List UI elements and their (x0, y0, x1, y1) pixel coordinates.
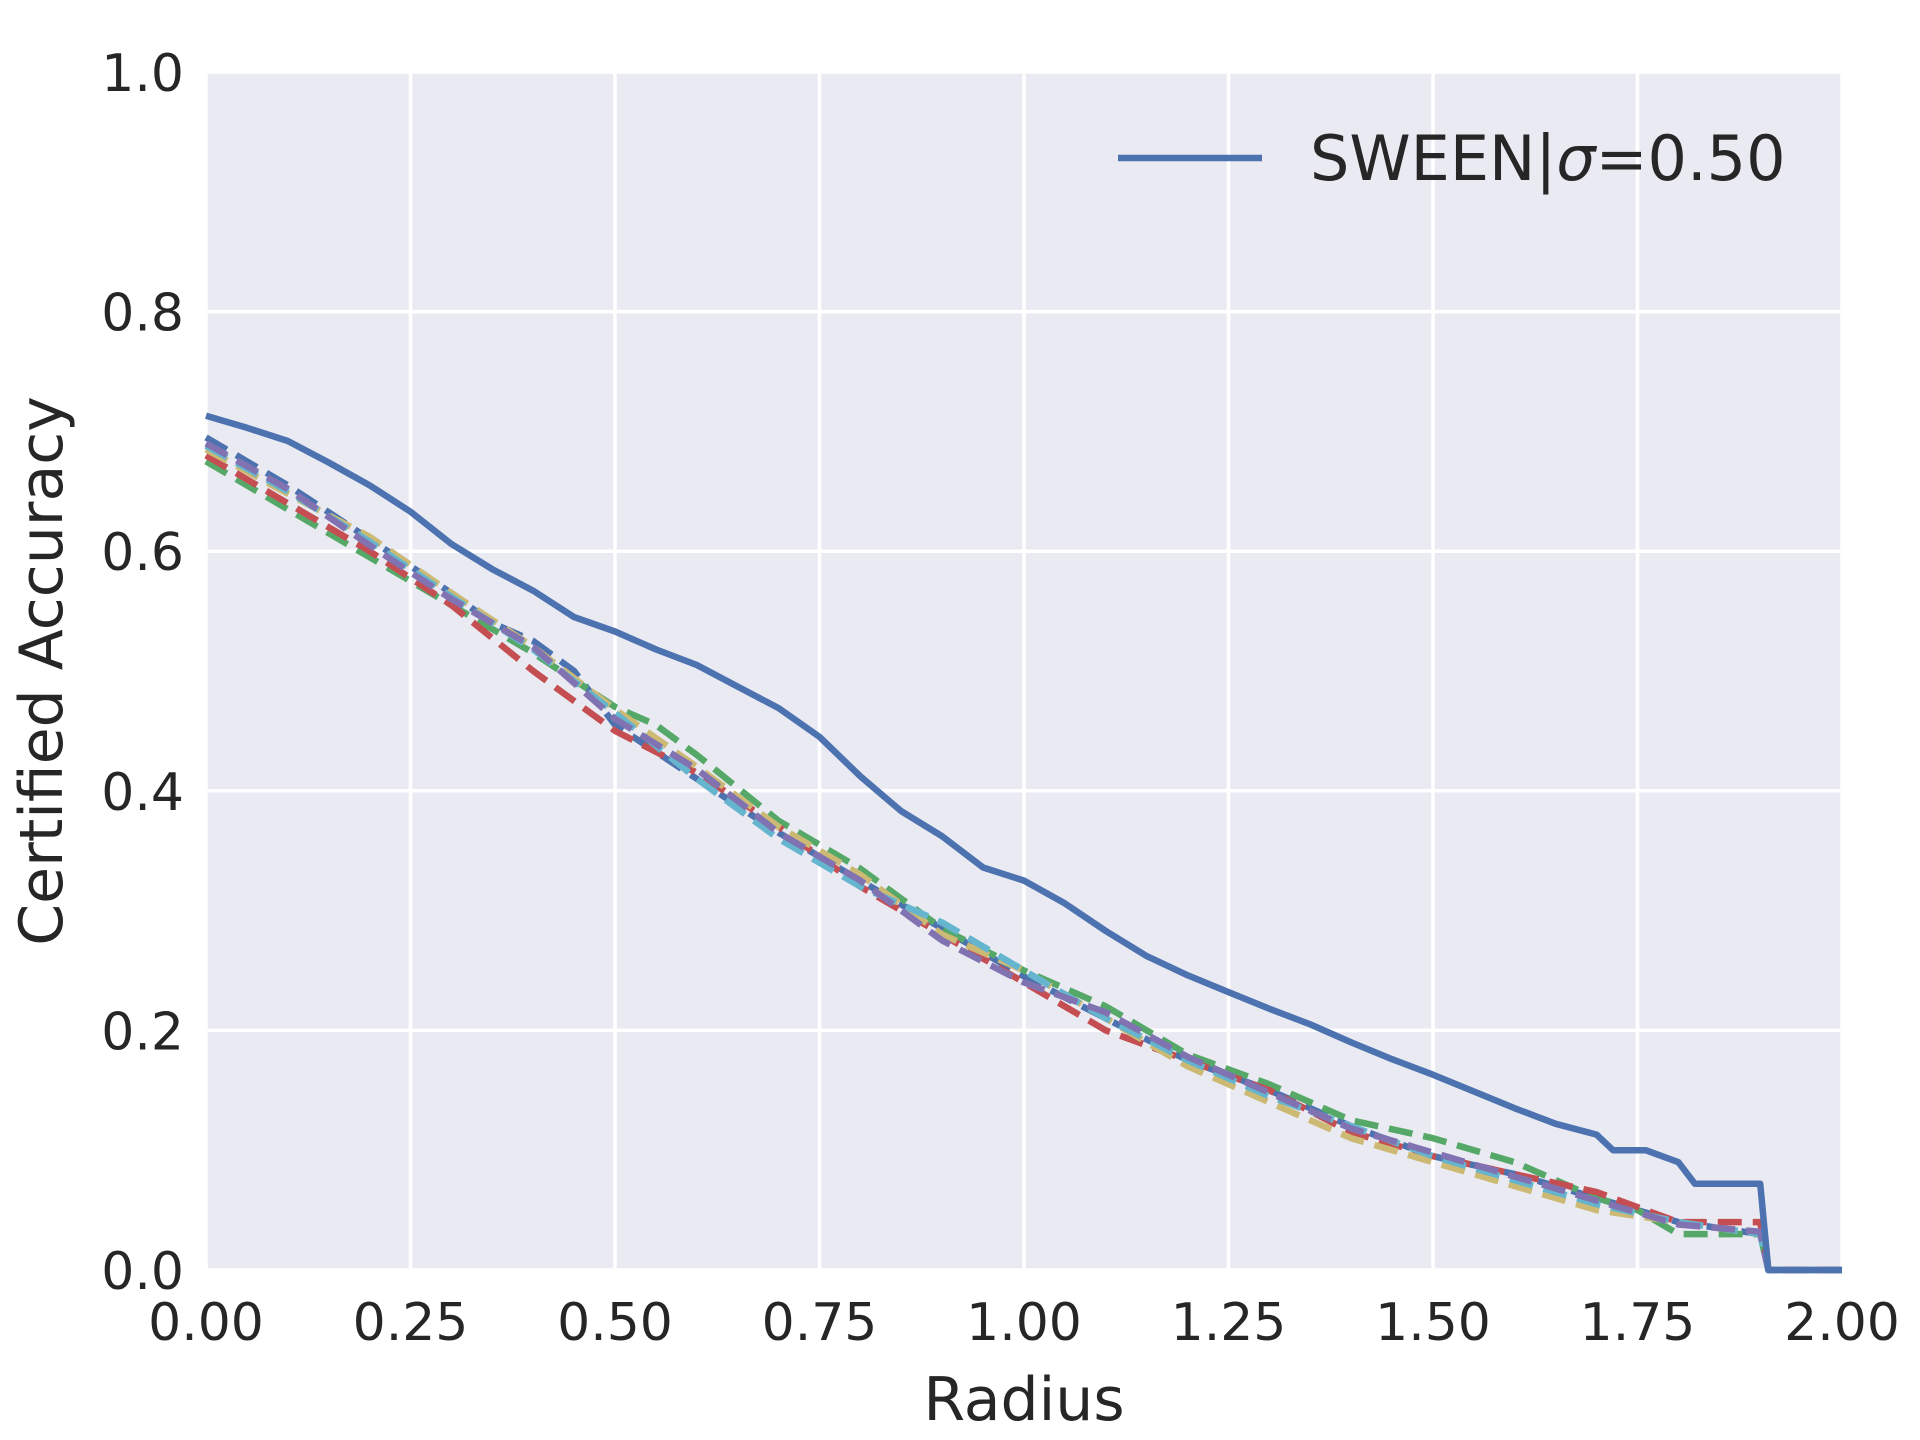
y-tick-labels: 0.0 0.2 0.4 0.6 0.8 1.0 (101, 44, 184, 1302)
x-tick-label-1: 0.25 (353, 1293, 469, 1353)
x-tick-label-7: 1.75 (1580, 1293, 1696, 1353)
series-line-dashed-green (204, 458, 1842, 1274)
x-axis-label: Radius (923, 1365, 1124, 1435)
x-tick-label-4: 1.00 (966, 1293, 1082, 1353)
x-tick-label-0: 0.00 (148, 1293, 264, 1353)
x-tick-label-2: 0.50 (557, 1293, 673, 1353)
series-lines (204, 412, 1842, 1274)
series-line-dashed-purple (204, 440, 1842, 1274)
y-tick-label-4: 0.8 (101, 284, 184, 344)
legend: SWEEN|σ=0.50 (1118, 122, 1786, 196)
y-tick-label-0: 0.0 (101, 1242, 184, 1302)
y-axis-label: Certified Accuracy (7, 396, 77, 945)
grid-lines (204, 70, 1844, 1272)
y-tick-label-3: 0.6 (101, 523, 184, 583)
y-tick-label-1: 0.2 (101, 1002, 184, 1062)
series-line-dashed-red (204, 452, 1842, 1274)
y-tick-label-2: 0.4 (101, 763, 184, 823)
legend-label: SWEEN|σ=0.50 (1310, 122, 1786, 196)
series-line-dashed-blue (204, 434, 1842, 1274)
y-tick-label-5: 1.0 (101, 44, 184, 104)
series-line-sween-0-50 (205, 412, 1842, 1274)
x-tick-label-5: 1.25 (1171, 1293, 1287, 1353)
x-tick-label-8: 2.00 (1784, 1293, 1900, 1353)
x-tick-labels: 0.00 0.25 0.50 0.75 1.00 1.25 1.50 1.75 2.00 (148, 1293, 1900, 1353)
x-tick-label-6: 1.50 (1375, 1293, 1491, 1353)
x-tick-label-3: 0.75 (762, 1293, 878, 1353)
